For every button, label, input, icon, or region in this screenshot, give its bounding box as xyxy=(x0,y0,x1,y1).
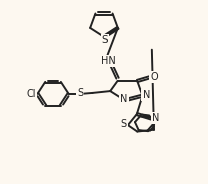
Text: O: O xyxy=(150,72,158,82)
Text: N: N xyxy=(120,94,128,104)
Text: Cl: Cl xyxy=(26,89,36,99)
Text: S: S xyxy=(77,88,83,98)
Text: S: S xyxy=(102,35,108,45)
Text: N: N xyxy=(142,90,150,100)
Text: N: N xyxy=(152,113,160,123)
Text: S: S xyxy=(121,119,127,129)
Text: HN: HN xyxy=(101,56,115,66)
